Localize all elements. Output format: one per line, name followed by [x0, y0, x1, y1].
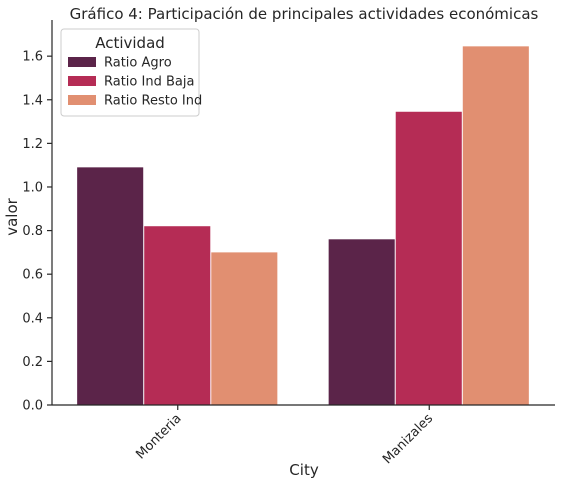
x-tick-label-manizales: Manizales: [380, 411, 436, 467]
legend-title: Actividad: [95, 34, 165, 52]
bars-layer: [77, 46, 529, 405]
x-axis: Monteria Manizales: [52, 404, 555, 467]
y-axis: 0.0 0.2 0.4 0.6 0.8 1.0 1.2 1.4 1.6: [22, 20, 53, 414]
legend-swatch-ratio-resto-ind: [68, 95, 96, 105]
legend-label-ratio-ind-baja: Ratio Ind Baja: [104, 75, 194, 90]
x-axis-title: City: [289, 461, 319, 479]
bar-ratio-agro-monteria: [77, 167, 144, 405]
y-tick-label: 1.0: [22, 180, 43, 195]
y-tick-label: 1.2: [22, 137, 43, 152]
bar-ratio-ind-baja-manizales: [395, 111, 462, 405]
legend-label-ratio-resto-ind: Ratio Resto Ind: [104, 94, 202, 109]
y-tick-label: 0.2: [22, 355, 43, 370]
x-tick-label-monteria: Monteria: [133, 411, 184, 462]
y-tick-label: 0.4: [22, 311, 43, 326]
bar-ratio-agro-manizales: [328, 239, 395, 405]
y-tick-label: 0.8: [22, 224, 43, 239]
y-axis-title: valor: [3, 197, 21, 235]
legend-items: Ratio Agro Ratio Ind Baja Ratio Resto Ind: [68, 56, 202, 109]
y-tick-label: 0.6: [22, 268, 43, 283]
legend-swatch-ratio-agro: [68, 57, 96, 67]
y-tick-label: 1.4: [22, 93, 43, 108]
y-tick-label: 0.0: [22, 399, 43, 414]
chart-title: Gráfico 4: Participación de principales …: [70, 5, 539, 23]
bar-ratio-resto-ind-monteria: [211, 252, 278, 405]
legend-frame: [60, 28, 200, 117]
legend-swatch-ratio-ind-baja: [68, 76, 96, 86]
y-tick-label: 1.6: [22, 50, 43, 65]
bar-ratio-resto-ind-manizales: [462, 46, 529, 405]
legend-label-ratio-agro: Ratio Agro: [104, 56, 172, 71]
bar-ratio-ind-baja-monteria: [144, 226, 211, 405]
